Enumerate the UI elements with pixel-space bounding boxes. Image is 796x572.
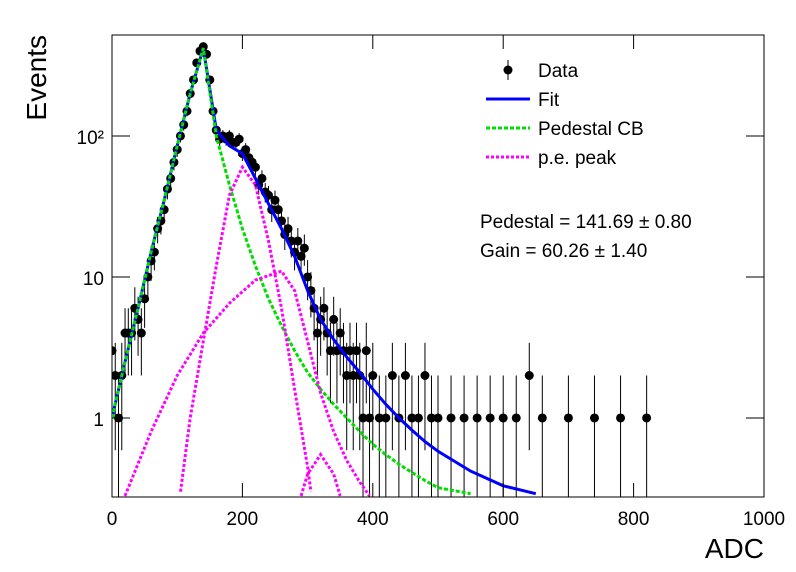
fit-curve — [112, 47, 537, 496]
data-point — [312, 328, 322, 338]
data-point — [234, 134, 244, 144]
x-tick-label: 0 — [107, 509, 118, 530]
data-point — [257, 173, 267, 183]
data-point — [616, 413, 626, 423]
x-axis-label: ADC — [705, 533, 764, 564]
data-point — [472, 413, 482, 423]
data-point — [325, 346, 335, 356]
y-tick-label: 10 — [83, 269, 104, 290]
data-point — [140, 294, 150, 304]
annotation: Gain = 60.26 ± 1.40 — [480, 241, 647, 262]
data-point — [589, 413, 599, 423]
data-point — [299, 243, 309, 253]
data-point — [319, 303, 329, 313]
x-tick-label: 1000 — [743, 509, 785, 530]
y-tick-label: 10² — [77, 128, 104, 149]
y-axis-label: Events — [21, 35, 52, 121]
data-point — [365, 413, 375, 423]
legend-label: Pedestal CB — [538, 119, 644, 140]
data-point — [136, 328, 146, 338]
data-point — [563, 413, 573, 423]
data-point — [198, 42, 208, 52]
data-point — [459, 413, 469, 423]
data-point — [426, 413, 436, 423]
data-point — [345, 346, 355, 356]
data-point — [361, 346, 371, 356]
annotation: Pedestal = 141.69 ± 0.80 — [480, 212, 692, 233]
fit-curve — [112, 47, 471, 496]
legend-label: p.e. peak — [538, 148, 617, 169]
data-point — [498, 413, 508, 423]
data-point — [407, 413, 417, 423]
data-point — [433, 413, 443, 423]
data-point — [381, 413, 391, 423]
data-point — [241, 145, 251, 155]
data-point — [112, 371, 120, 381]
data-point — [400, 371, 410, 381]
legend-label: Fit — [538, 90, 560, 111]
data-point — [446, 413, 456, 423]
x-tick-label: 800 — [618, 509, 650, 530]
legend-label: Data — [538, 61, 579, 82]
data-point — [642, 413, 652, 423]
data-point — [335, 328, 345, 338]
data-point — [368, 371, 378, 381]
fit-curve — [123, 164, 371, 497]
data-point — [413, 413, 423, 423]
data-point — [352, 346, 361, 356]
data-point — [524, 371, 534, 381]
data-point — [420, 371, 430, 381]
data-point — [273, 205, 283, 215]
legend-marker — [503, 65, 513, 75]
data-point — [283, 224, 293, 234]
data-point — [329, 314, 339, 324]
plot-area — [112, 42, 652, 497]
x-tick-label: 400 — [357, 509, 389, 530]
data-point — [250, 162, 260, 172]
data-point — [387, 371, 397, 381]
data-point — [348, 371, 358, 381]
x-tick-label: 600 — [487, 509, 519, 530]
data-point — [358, 413, 368, 423]
data-point — [537, 413, 547, 423]
x-tick-label: 200 — [227, 509, 259, 530]
data-point — [511, 413, 521, 423]
data-point — [374, 413, 384, 423]
data-point — [485, 413, 495, 423]
data-point — [303, 272, 313, 282]
data-point — [342, 371, 352, 381]
y-tick-label: 1 — [93, 410, 104, 431]
data-point — [296, 251, 306, 261]
data-point — [270, 195, 280, 205]
data-point — [293, 236, 303, 246]
